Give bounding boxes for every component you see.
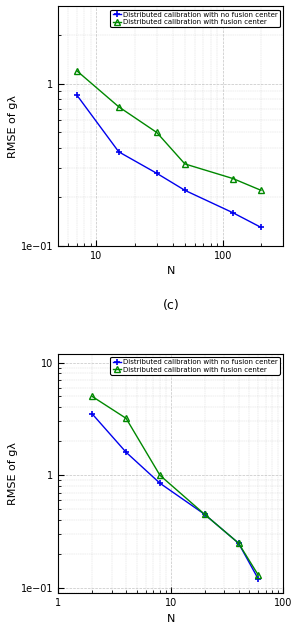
Distributed calibration with fusion center bbox=[259, 187, 263, 194]
Line: Distributed calibration with fusion center: Distributed calibration with fusion cent… bbox=[89, 393, 262, 579]
Distributed calibration with fusion center bbox=[203, 510, 206, 518]
Legend: Distributed calibration with no fusion center, Distributed calibration with fusi: Distributed calibration with no fusion c… bbox=[110, 357, 280, 375]
Distributed calibration with no fusion center bbox=[91, 410, 94, 418]
X-axis label: N: N bbox=[167, 266, 175, 276]
Distributed calibration with no fusion center bbox=[259, 223, 263, 231]
Line: Distributed calibration with no fusion center: Distributed calibration with no fusion c… bbox=[73, 91, 265, 231]
Distributed calibration with no fusion center bbox=[257, 575, 260, 583]
Line: Distributed calibration with no fusion center: Distributed calibration with no fusion c… bbox=[89, 410, 262, 582]
Distributed calibration with fusion center bbox=[257, 571, 260, 579]
Distributed calibration with fusion center bbox=[231, 175, 235, 182]
Distributed calibration with fusion center bbox=[237, 540, 240, 547]
Distributed calibration with no fusion center bbox=[231, 209, 235, 216]
Distributed calibration with no fusion center bbox=[203, 510, 206, 518]
Text: (c): (c) bbox=[162, 298, 179, 312]
Legend: Distributed calibration with no fusion center, Distributed calibration with fusi: Distributed calibration with no fusion c… bbox=[110, 10, 280, 27]
Distributed calibration with no fusion center bbox=[183, 187, 187, 194]
Distributed calibration with fusion center bbox=[158, 471, 162, 479]
Distributed calibration with fusion center bbox=[91, 392, 94, 400]
Distributed calibration with no fusion center bbox=[155, 170, 159, 177]
Y-axis label: RMSE of gλ: RMSE of gλ bbox=[8, 95, 18, 158]
Distributed calibration with no fusion center bbox=[75, 91, 79, 99]
Distributed calibration with fusion center bbox=[155, 129, 159, 136]
Distributed calibration with no fusion center bbox=[237, 540, 240, 547]
Distributed calibration with fusion center bbox=[183, 160, 187, 168]
Line: Distributed calibration with fusion center: Distributed calibration with fusion cent… bbox=[73, 68, 265, 194]
Distributed calibration with fusion center bbox=[117, 103, 121, 110]
X-axis label: N: N bbox=[167, 613, 175, 623]
Distributed calibration with no fusion center bbox=[158, 480, 162, 487]
Distributed calibration with fusion center bbox=[75, 67, 79, 74]
Distributed calibration with fusion center bbox=[124, 415, 128, 422]
Distributed calibration with no fusion center bbox=[124, 449, 128, 456]
Y-axis label: RMSE of gλ: RMSE of gλ bbox=[8, 442, 18, 505]
Distributed calibration with no fusion center bbox=[117, 148, 121, 156]
